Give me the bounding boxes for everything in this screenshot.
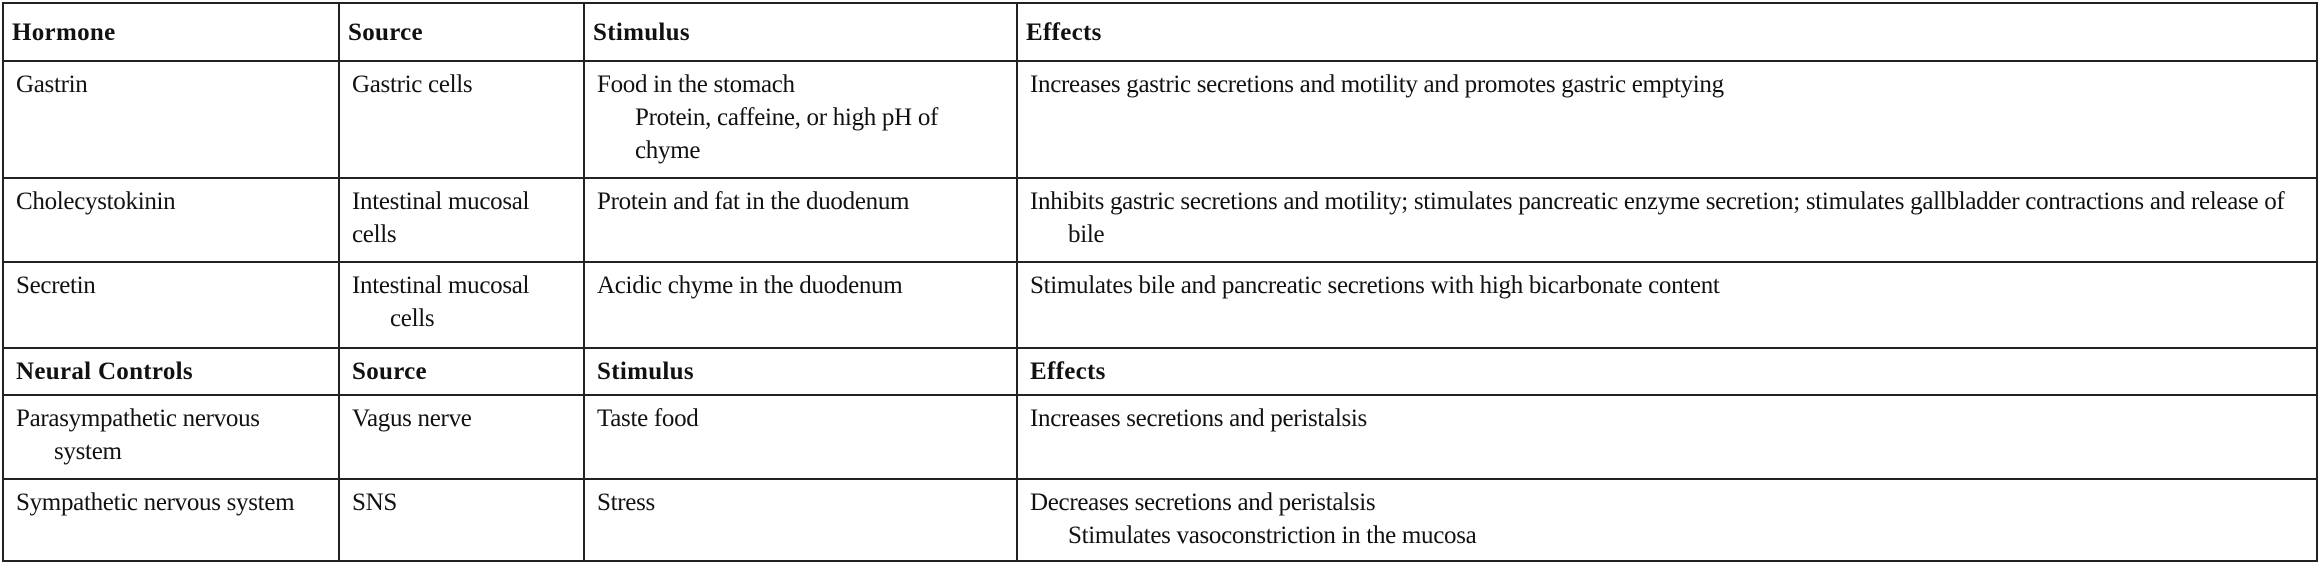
neural-name: Sympathetic nervous system (2, 478, 340, 562)
hormone-source: Gastric cells (338, 60, 585, 179)
hormone-source: Intestinal mucosal cells (338, 177, 585, 263)
neural-stimulus: Stress (583, 478, 1018, 562)
table-row-cholecystokinin: Cholecystokinin Intestinal mucosal cells… (2, 177, 2318, 263)
hormone-effects: Stimulates bile and pancreatic secretion… (1016, 261, 2318, 349)
table-row-gastrin: Gastrin Gastric cells Food in the stomac… (2, 60, 2318, 179)
hormone-stimulus: Acidic chyme in the duodenum (583, 261, 1018, 349)
neural-source: Vagus nerve (338, 394, 585, 480)
header-source: Source (338, 347, 585, 396)
hormone-stimulus: Food in the stomach Protein, caffeine, o… (583, 60, 1018, 179)
table-row-parasympathetic: Parasympathetic nervous system Vagus ner… (2, 394, 2318, 480)
neural-stimulus: Taste food (583, 394, 1018, 480)
stimulus-main: Food in the stomach (597, 71, 795, 98)
header-stimulus: Stimulus (583, 347, 1018, 396)
hormone-name: Gastrin (2, 60, 340, 179)
hormone-effects: Increases gastric secretions and motilit… (1016, 60, 2318, 179)
hormone-name: Cholecystokinin (2, 177, 340, 263)
neural-source: SNS (338, 478, 585, 562)
hormone-source: Intestinal mucosal cells (338, 261, 585, 349)
neural-effects: Decreases secretions and peristalsis Sti… (1016, 478, 2318, 562)
hormone-name: Secretin (2, 261, 340, 349)
header-hormone: Hormone (2, 2, 340, 62)
header-effects: Effects (1016, 2, 2318, 62)
table-row-sympathetic: Sympathetic nervous system SNS Stress De… (2, 478, 2318, 562)
effects-detail: Stimulates vasoconstriction in the mucos… (1068, 522, 1477, 549)
header-effects: Effects (1016, 347, 2318, 396)
header-stimulus: Stimulus (583, 2, 1018, 62)
neural-effects: Increases secretions and peristalsis (1016, 394, 2318, 480)
header-source: Source (338, 2, 585, 62)
table-row-secretin: Secretin Intestinal mucosal cells Acidic… (2, 261, 2318, 349)
neural-name: Parasympathetic nervous system (2, 394, 340, 480)
table-header-row: Hormone Source Stimulus Effects (2, 2, 2318, 62)
stimulus-detail: Protein, caffeine, or high pH of chyme (635, 104, 939, 164)
hormone-stimulus: Protein and fat in the duodenum (583, 177, 1018, 263)
hormone-source-text: Intestinal mucosal cells (352, 188, 530, 248)
header-neural-controls: Neural Controls (2, 347, 340, 396)
hormone-effects: Inhibits gastric secretions and motility… (1016, 177, 2318, 263)
effects-main: Decreases secretions and peristalsis (1030, 489, 1376, 516)
neural-header-row: Neural Controls Source Stimulus Effects (2, 347, 2318, 396)
